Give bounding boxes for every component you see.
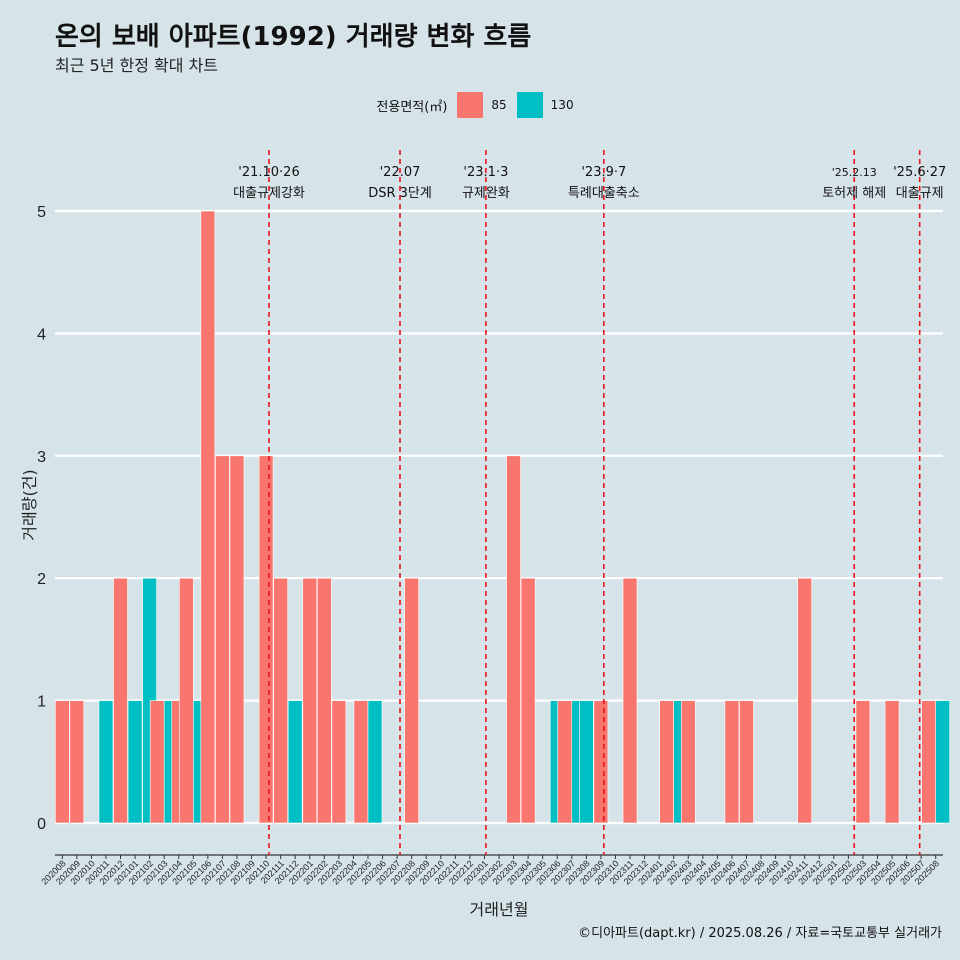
bar-202201-85 [302, 577, 318, 824]
bar-202203-85 [331, 700, 347, 824]
y-tick-label-5: 5 [37, 204, 46, 221]
bar-202403-85 [680, 700, 696, 824]
event-date-label-4: '25.2.13 [832, 166, 877, 179]
chart-title: 온의 보배 아파트(1992) 거래량 변화 흐름 [55, 22, 532, 52]
bar-202402-85 [659, 700, 674, 824]
bar-202311-85 [622, 577, 638, 824]
event-date-label-0: '21.10·26 [238, 165, 299, 180]
chart-subtitle: 최근 5년 한정 확대 차트 [55, 56, 219, 75]
y-tick-label-0: 0 [37, 816, 46, 833]
bar-202309-85 [593, 700, 609, 824]
bar-202303-85 [506, 455, 521, 824]
bar-202411-85 [797, 577, 813, 824]
event-date-label-1: '22.07 [380, 165, 421, 180]
y-axis-title: 거래량(건) [20, 469, 39, 540]
legend-label-85: 85 [491, 98, 507, 112]
event-date-label-5: '25.6·27 [893, 165, 946, 180]
legend-title: 전용면적(㎡) [376, 99, 448, 115]
bar-202111-85 [273, 577, 288, 824]
bar-202406-85 [724, 700, 740, 824]
event-name-label-2: 규제완화 [462, 186, 510, 201]
bar-202112-130 [287, 700, 303, 824]
bar-202208-85 [404, 577, 419, 824]
event-date-label-3: '23.9·7 [581, 165, 626, 180]
event-name-label-1: DSR 3단계 [368, 186, 432, 201]
source-caption: ©디아파트(dapt.kr) / 2025.08.26 / 자료=국토교통부 실… [578, 926, 942, 941]
bar-202108-85 [229, 455, 245, 824]
event-name-label-0: 대출규제강화 [233, 186, 305, 201]
bar-202012-85 [113, 577, 128, 824]
bar-202009-85 [69, 700, 85, 824]
legend-item-85: 85 [457, 92, 507, 118]
bar-202011-130 [98, 700, 114, 824]
bar-202307-85 [557, 700, 573, 824]
legend: 전용면적(㎡) 85 130 [0, 92, 960, 118]
bar-202308-130 [579, 700, 594, 824]
bar-202110-85 [258, 455, 274, 824]
event-name-label-5: 대출규제 [896, 186, 944, 201]
y-tick-label-2: 2 [37, 571, 46, 588]
bar-202205-130 [367, 700, 383, 824]
event-name-label-3: 특례대출축소 [568, 186, 640, 201]
y-tick-label-3: 3 [37, 449, 46, 466]
bar-202508-85 [921, 700, 937, 824]
event-date-label-2: '23.1·3 [463, 165, 508, 180]
bar-202205-85 [353, 700, 369, 824]
bar-202503-85 [855, 700, 871, 824]
y-tick-label-1: 1 [37, 694, 46, 711]
event-name-label-4: 토허제 해제 [822, 186, 886, 201]
bar-202106-85 [200, 210, 216, 824]
legend-swatch-130 [516, 92, 543, 118]
x-axis-title: 거래년월 [470, 900, 529, 919]
legend-swatch-85 [457, 92, 484, 118]
y-tick-label-4: 4 [37, 326, 46, 343]
legend-label-130: 130 [550, 98, 574, 112]
bar-202202-85 [317, 577, 332, 824]
bar-202505-85 [884, 700, 900, 824]
bar-202107-85 [215, 455, 230, 824]
bar-202105-85 [178, 577, 194, 824]
bar-202103-85 [149, 700, 165, 824]
bar-202304-85 [520, 577, 536, 824]
bar-202407-85 [739, 700, 754, 824]
bar-202008-85 [54, 700, 70, 824]
bar-202101-130 [127, 700, 143, 824]
bar-202508-130 [935, 700, 951, 824]
legend-item-130: 130 [516, 92, 574, 118]
